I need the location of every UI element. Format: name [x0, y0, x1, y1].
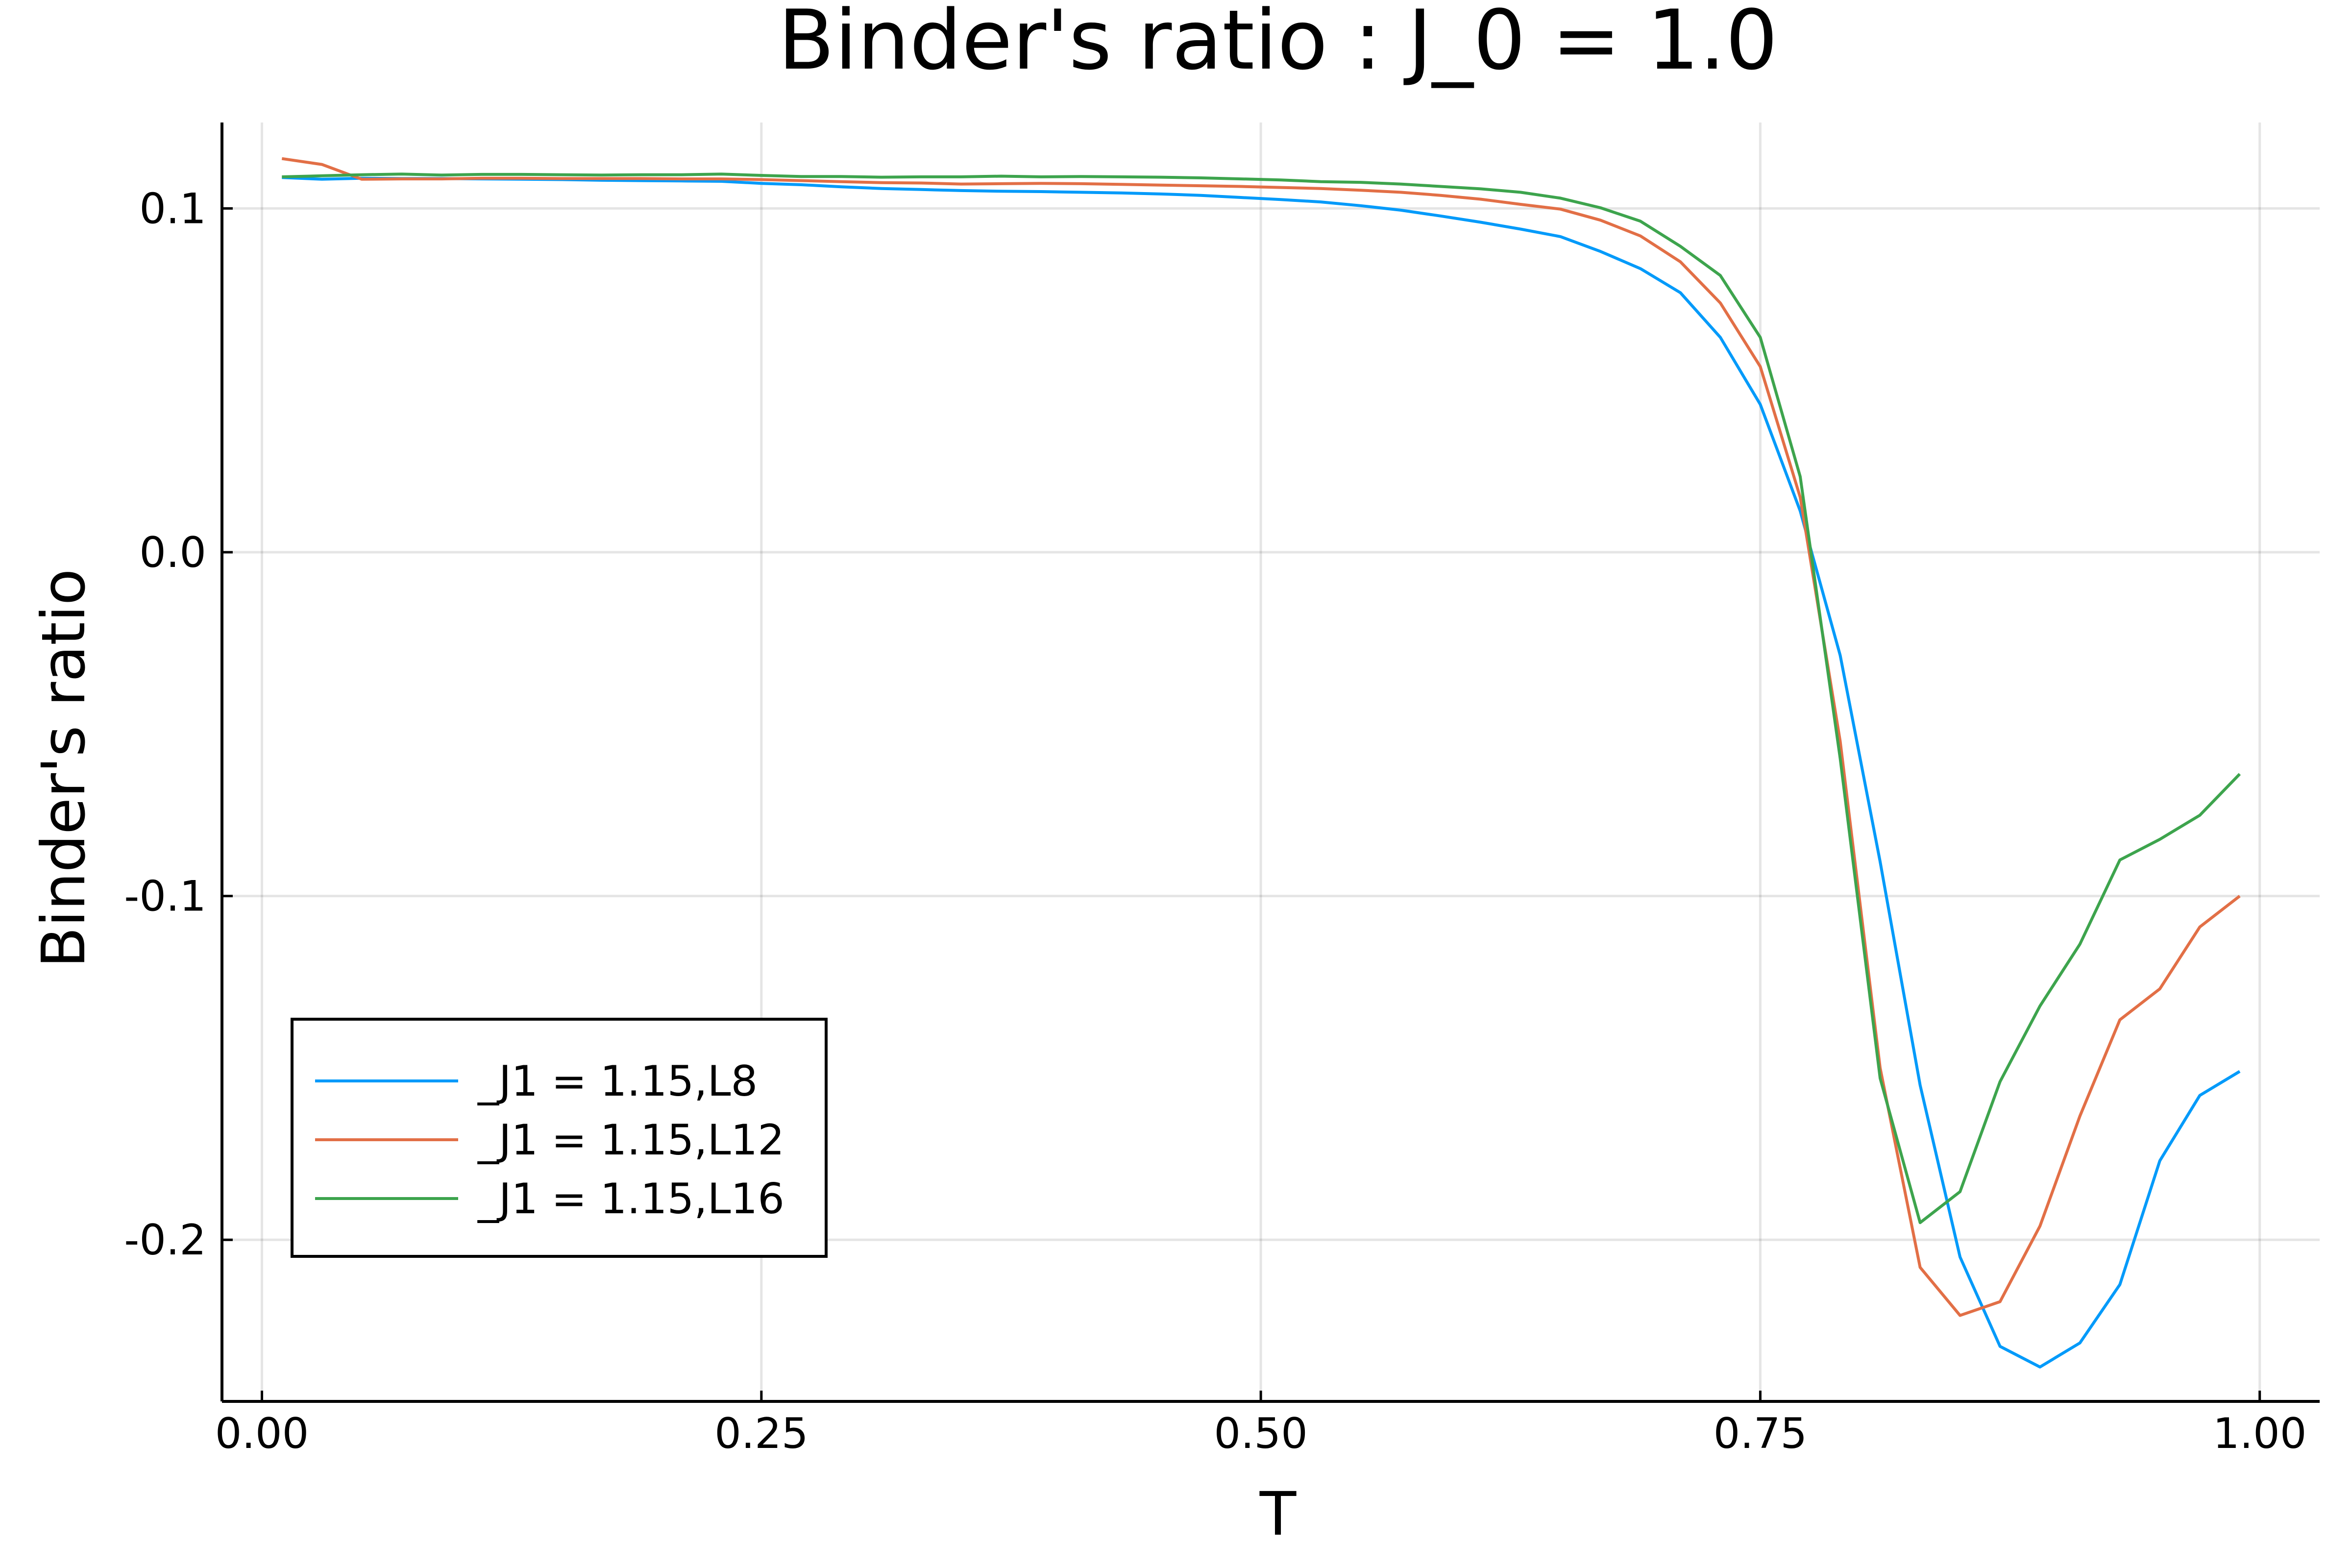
- legend-label: _J1 = 1.15,L16: [477, 1175, 784, 1224]
- x-tick-label: 0.50: [1214, 1409, 1307, 1458]
- y-ticks: 0.1 0.0 -0.1 -0.2: [124, 184, 233, 1265]
- chart-title: Binder's ratio : J_0 = 1.0: [778, 0, 1778, 88]
- y-tick-label: 0.0: [139, 528, 206, 577]
- y-tick-label: -0.2: [124, 1216, 206, 1265]
- axes: [220, 122, 2320, 1403]
- y-tick-label: -0.1: [124, 872, 206, 921]
- x-tick-label: 0.00: [215, 1409, 309, 1458]
- x-ticks: 0.00 0.25 0.50 0.75 1.00: [215, 1391, 2306, 1458]
- series-line-1: [282, 176, 2241, 1369]
- x-tick-label: 0.25: [714, 1409, 808, 1458]
- series-line-2: [281, 157, 2241, 1317]
- series-line-3: [282, 172, 2241, 1225]
- series-lines: [281, 157, 2241, 1369]
- y-axis-label: Binder's ratio: [29, 569, 98, 968]
- x-axis-label: T: [1259, 1479, 1297, 1549]
- x-tick-label: 1.00: [2213, 1409, 2306, 1458]
- legend-label: _J1 = 1.15,L12: [477, 1116, 784, 1165]
- grid: [222, 122, 2320, 1401]
- y-tick-label: 0.1: [139, 184, 206, 233]
- legend-label: _J1 = 1.15,L8: [477, 1057, 758, 1106]
- legend: _J1 = 1.15,L8 _J1 = 1.15,L12 _J1 = 1.15,L1…: [291, 1018, 828, 1258]
- x-tick-label: 0.75: [1714, 1409, 1807, 1458]
- legend-box: [291, 1018, 828, 1258]
